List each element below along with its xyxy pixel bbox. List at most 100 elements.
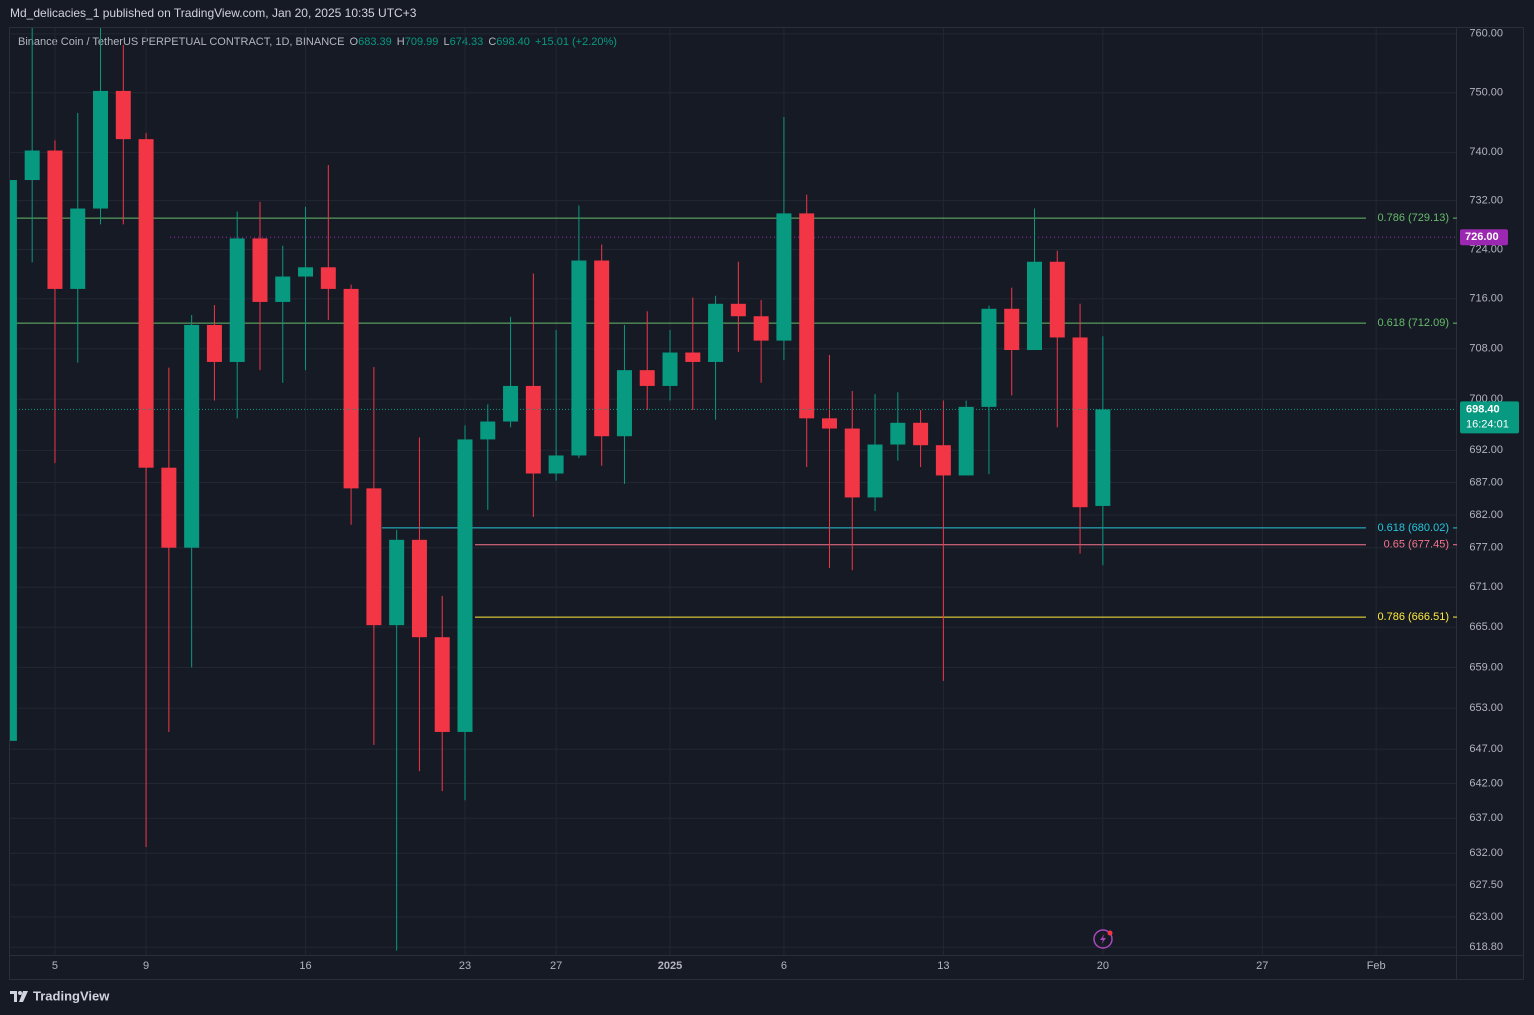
fib-level-label: 0.618 (712.09) [1377, 317, 1449, 329]
symbol-legend: Binance Coin / TetherUS PERPETUAL CONTRA… [18, 36, 617, 48]
plot-area [10, 28, 1456, 951]
candle-body [411, 539, 427, 638]
candle-body [206, 324, 222, 362]
y-tick-label: 618.80 [1469, 941, 1503, 953]
candle-body [571, 260, 587, 456]
y-tick-label: 642.00 [1469, 777, 1503, 789]
fib-level-label: 0.786 (666.51) [1377, 611, 1449, 623]
y-tick-label: 708.00 [1469, 343, 1503, 355]
change-value: +15.01 (+2.20%) [535, 36, 617, 48]
x-tick-label: 23 [459, 960, 471, 972]
x-tick-label: 5 [52, 960, 58, 972]
y-tick-label: 716.00 [1469, 293, 1503, 305]
candle-body [525, 385, 541, 474]
candle-body [298, 267, 314, 277]
publisher-line: Md_delicacies_1 published on TradingView… [10, 6, 417, 20]
candle-body [434, 637, 450, 732]
x-tick-label: 20 [1097, 960, 1109, 972]
last-price-label: 698.40 [1466, 403, 1500, 415]
candle-body [776, 213, 792, 341]
ohlc-key: C [488, 36, 496, 48]
candle-body [753, 316, 769, 341]
candle-body [799, 213, 815, 419]
candle-body [1095, 409, 1111, 506]
alert-icon[interactable] [1093, 929, 1113, 949]
candle-body [662, 352, 678, 386]
candle-body [981, 308, 997, 407]
candle-body [890, 422, 906, 445]
x-tick-label: 2025 [658, 960, 682, 972]
y-tick-label: 724.00 [1469, 243, 1503, 255]
y-tick-label: 692.00 [1469, 444, 1503, 456]
candle-body [913, 422, 929, 446]
fib-level-label: 0.65 (677.45) [1384, 539, 1449, 551]
candle-body [229, 238, 245, 362]
candle-body [503, 385, 519, 422]
candle-body [10, 180, 17, 741]
candle-body [138, 139, 154, 468]
candle-body [70, 208, 86, 289]
x-tick-label: 9 [143, 960, 149, 972]
y-tick-label: 637.00 [1469, 812, 1503, 824]
candle-body [184, 324, 200, 548]
candle-body [115, 90, 131, 140]
x-tick-label: 27 [1256, 960, 1268, 972]
candle-body [935, 445, 951, 476]
brand-logo [10, 991, 28, 1002]
candle-body [1027, 261, 1042, 351]
candle-body [366, 488, 382, 626]
symbol-title: Binance Coin / TetherUS PERPETUAL CONTRA… [18, 36, 344, 48]
candle-body [24, 150, 40, 181]
y-tick-label: 659.00 [1469, 661, 1503, 673]
candle-body [161, 467, 177, 548]
y-tick-label: 682.00 [1469, 509, 1503, 521]
chart-frame [9, 27, 1524, 980]
candle-body [93, 90, 109, 209]
candle-body [708, 303, 724, 362]
candle-body [594, 260, 610, 437]
y-tick-label: 653.00 [1469, 702, 1503, 714]
last-price-box [1460, 401, 1519, 434]
candle-body [1072, 337, 1088, 508]
x-tick-label: Feb [1367, 960, 1386, 972]
x-tick-label: 6 [781, 960, 787, 972]
candle-body [457, 439, 473, 732]
y-tick-label: 750.00 [1469, 87, 1503, 99]
candle-body [343, 288, 359, 489]
candle-body [639, 370, 655, 386]
y-tick-label: 760.00 [1469, 28, 1503, 40]
candle-body [320, 267, 336, 289]
candle-body [958, 406, 974, 476]
grid [10, 28, 1456, 955]
candle-body [389, 539, 405, 626]
countdown-label: 16:24:01 [1466, 418, 1509, 430]
y-tick-label: 740.00 [1469, 146, 1503, 158]
axes: 760.00 750.00 740.00 732.00 724.00 716.00 708.… [52, 28, 1519, 972]
y-tick-label: 647.00 [1469, 743, 1503, 755]
y-tick-label: 732.00 [1469, 195, 1503, 207]
candle-body [685, 352, 701, 362]
candle-body [480, 421, 496, 440]
ohlc-value: 683.39 [358, 36, 392, 48]
y-tick-label: 677.00 [1469, 542, 1503, 554]
y-tick-label: 627.50 [1469, 879, 1503, 891]
brand-name: TradingView [33, 988, 110, 1003]
candle-body [252, 238, 268, 302]
candle-body [1004, 308, 1020, 351]
candle-body [47, 150, 63, 289]
candle-body [616, 370, 632, 437]
candle-body [275, 276, 291, 302]
candle-body [730, 303, 746, 317]
candle-body [548, 455, 564, 474]
y-tick-label: 623.00 [1469, 911, 1503, 923]
price-marker-box [1460, 229, 1508, 246]
candle-body [844, 428, 860, 498]
fib-level-label: 0.786 (729.13) [1377, 212, 1449, 224]
ohlc-value: 698.40 [496, 36, 530, 48]
ohlc-value: 674.33 [450, 36, 484, 48]
candle-body [867, 444, 883, 498]
y-tick-label: 665.00 [1469, 621, 1503, 633]
y-tick-label: 671.00 [1469, 581, 1503, 593]
